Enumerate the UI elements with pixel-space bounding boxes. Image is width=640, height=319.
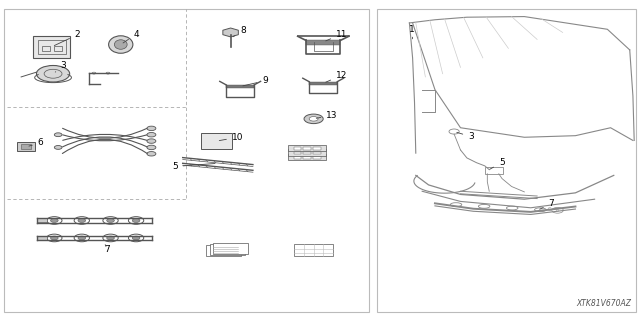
Text: 1: 1	[410, 26, 415, 39]
Text: 8: 8	[233, 26, 246, 37]
Circle shape	[147, 139, 156, 143]
Text: 5: 5	[490, 158, 504, 169]
Text: 13: 13	[316, 111, 338, 120]
Circle shape	[147, 126, 156, 130]
FancyBboxPatch shape	[4, 9, 369, 312]
Circle shape	[78, 219, 86, 222]
Bar	[484, 167, 502, 174]
Circle shape	[92, 72, 96, 74]
Circle shape	[107, 236, 115, 240]
Bar	[288, 154, 326, 160]
Circle shape	[552, 207, 563, 213]
Circle shape	[304, 114, 323, 123]
Circle shape	[309, 117, 318, 121]
Circle shape	[107, 219, 115, 222]
Bar	[33, 36, 70, 57]
Bar	[294, 147, 301, 150]
Ellipse shape	[109, 36, 133, 53]
Bar	[313, 156, 321, 159]
Ellipse shape	[478, 204, 490, 208]
Text: 5: 5	[172, 162, 215, 171]
Ellipse shape	[115, 40, 127, 49]
Bar	[313, 147, 321, 150]
Circle shape	[54, 133, 62, 137]
Bar	[37, 236, 47, 240]
Text: 10: 10	[220, 133, 243, 142]
Text: 3: 3	[457, 132, 474, 141]
Circle shape	[74, 217, 90, 224]
Circle shape	[147, 152, 156, 156]
Circle shape	[147, 145, 156, 150]
Circle shape	[106, 72, 110, 74]
Circle shape	[51, 236, 58, 240]
Text: 7: 7	[104, 245, 110, 254]
Bar	[306, 41, 340, 45]
Text: C: C	[548, 207, 552, 212]
Bar	[288, 145, 326, 151]
Bar	[17, 142, 35, 151]
Ellipse shape	[506, 206, 518, 210]
Bar	[303, 156, 311, 159]
Bar	[38, 40, 66, 54]
Bar	[37, 218, 47, 222]
Ellipse shape	[451, 203, 462, 206]
Text: 12: 12	[326, 71, 348, 82]
Text: XTK81V670AZ: XTK81V670AZ	[577, 299, 632, 308]
Circle shape	[51, 219, 58, 222]
Bar	[201, 133, 232, 149]
Text: 9: 9	[243, 76, 268, 86]
Circle shape	[78, 236, 86, 240]
FancyBboxPatch shape	[378, 9, 636, 312]
Circle shape	[103, 234, 118, 242]
Circle shape	[47, 217, 62, 224]
Text: 6: 6	[29, 138, 44, 147]
Text: 11: 11	[326, 30, 348, 41]
Bar	[288, 149, 326, 156]
Circle shape	[74, 234, 90, 242]
Bar	[21, 144, 31, 149]
Circle shape	[103, 217, 118, 224]
Bar	[226, 85, 254, 88]
Bar	[309, 82, 337, 85]
Circle shape	[129, 217, 144, 224]
Bar	[303, 147, 311, 150]
Bar	[294, 244, 333, 256]
Bar	[294, 152, 301, 154]
Bar	[294, 156, 301, 159]
Bar	[54, 47, 62, 50]
Text: 4: 4	[123, 30, 139, 43]
Bar	[313, 152, 321, 154]
Text: 2: 2	[54, 30, 81, 46]
Bar	[206, 245, 241, 256]
Bar	[212, 243, 248, 254]
Circle shape	[54, 145, 62, 149]
Circle shape	[147, 132, 156, 137]
Circle shape	[47, 234, 62, 242]
Circle shape	[129, 234, 144, 242]
Text: 3: 3	[55, 61, 67, 72]
Circle shape	[132, 236, 140, 240]
Text: 20: 20	[555, 209, 560, 213]
Circle shape	[449, 129, 460, 134]
Ellipse shape	[534, 208, 546, 212]
Circle shape	[132, 219, 140, 222]
Bar	[42, 47, 50, 50]
Bar	[303, 152, 311, 154]
Bar	[209, 244, 244, 255]
Circle shape	[36, 65, 70, 82]
Text: 7: 7	[540, 199, 554, 209]
